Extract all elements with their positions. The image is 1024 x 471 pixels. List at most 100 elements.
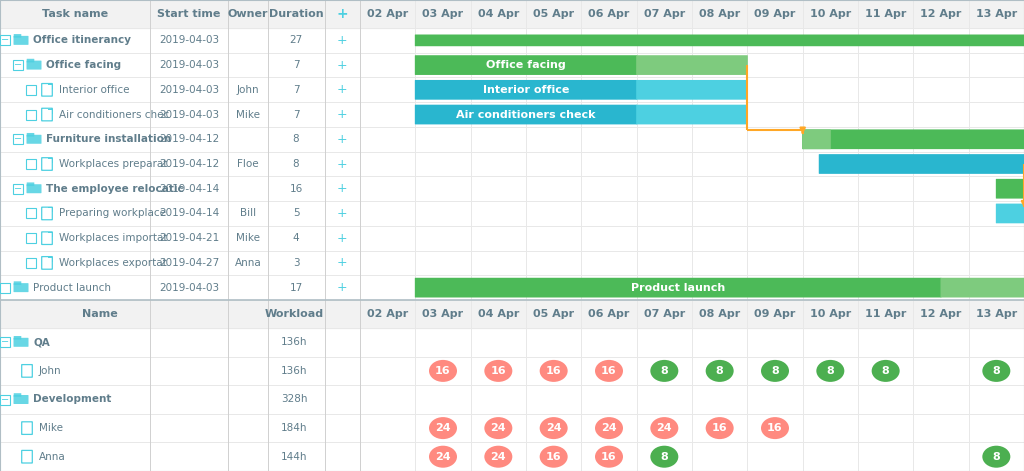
Text: 16: 16 bbox=[546, 366, 561, 376]
Text: Workplaces importat: Workplaces importat bbox=[59, 233, 168, 243]
FancyBboxPatch shape bbox=[26, 233, 36, 243]
Text: +: + bbox=[337, 256, 347, 269]
Text: 24: 24 bbox=[435, 452, 451, 462]
Text: +: + bbox=[337, 157, 347, 171]
Text: +: + bbox=[337, 232, 347, 244]
Text: 06 Apr: 06 Apr bbox=[589, 9, 630, 19]
Text: 04 Apr: 04 Apr bbox=[477, 309, 519, 319]
FancyBboxPatch shape bbox=[636, 55, 748, 75]
Text: QA: QA bbox=[33, 337, 50, 347]
Text: 09 Apr: 09 Apr bbox=[755, 9, 796, 19]
FancyBboxPatch shape bbox=[0, 35, 10, 45]
Text: 09 Apr: 09 Apr bbox=[755, 309, 796, 319]
Text: +: + bbox=[337, 83, 347, 96]
Text: 04 Apr: 04 Apr bbox=[477, 9, 519, 19]
Text: Name: Name bbox=[82, 309, 118, 319]
Text: Mike: Mike bbox=[236, 110, 260, 120]
Text: 2019-04-03: 2019-04-03 bbox=[159, 35, 219, 45]
Ellipse shape bbox=[706, 360, 733, 382]
FancyBboxPatch shape bbox=[26, 258, 36, 268]
Ellipse shape bbox=[982, 446, 1011, 468]
Text: 02 Apr: 02 Apr bbox=[367, 9, 409, 19]
Text: 24: 24 bbox=[656, 423, 672, 433]
Text: 2019-04-12: 2019-04-12 bbox=[159, 159, 219, 169]
Ellipse shape bbox=[595, 446, 623, 468]
Text: 8: 8 bbox=[293, 159, 299, 169]
Text: Duration: Duration bbox=[268, 9, 324, 19]
Text: Office itinerancy: Office itinerancy bbox=[33, 35, 131, 45]
Text: +: + bbox=[337, 108, 347, 121]
Text: −: − bbox=[14, 184, 23, 194]
Text: 7: 7 bbox=[293, 60, 299, 70]
Text: John: John bbox=[237, 85, 259, 95]
FancyBboxPatch shape bbox=[995, 203, 1024, 223]
Text: +: + bbox=[337, 58, 347, 72]
FancyBboxPatch shape bbox=[13, 184, 23, 194]
FancyBboxPatch shape bbox=[415, 80, 637, 100]
FancyBboxPatch shape bbox=[0, 395, 10, 405]
FancyBboxPatch shape bbox=[940, 278, 1024, 298]
Text: 07 Apr: 07 Apr bbox=[644, 9, 685, 19]
Text: 12 Apr: 12 Apr bbox=[921, 9, 962, 19]
Text: Mike: Mike bbox=[39, 423, 63, 433]
Text: 12 Apr: 12 Apr bbox=[921, 309, 962, 319]
Text: 2019-04-21: 2019-04-21 bbox=[159, 233, 219, 243]
Text: Interior office: Interior office bbox=[482, 85, 569, 95]
Ellipse shape bbox=[484, 446, 512, 468]
Text: 2019-04-03: 2019-04-03 bbox=[159, 110, 219, 120]
Text: +: + bbox=[337, 281, 347, 294]
FancyBboxPatch shape bbox=[13, 283, 29, 292]
Text: 10 Apr: 10 Apr bbox=[810, 309, 851, 319]
Text: John: John bbox=[39, 366, 61, 376]
Text: 03 Apr: 03 Apr bbox=[423, 309, 464, 319]
FancyBboxPatch shape bbox=[27, 182, 34, 186]
Text: Preparing workplace: Preparing workplace bbox=[59, 209, 166, 219]
Text: Air conditioners chec: Air conditioners chec bbox=[59, 110, 169, 120]
Text: Floe: Floe bbox=[238, 159, 259, 169]
FancyBboxPatch shape bbox=[27, 133, 34, 137]
Text: 2019-04-27: 2019-04-27 bbox=[159, 258, 219, 268]
Text: Anna: Anna bbox=[234, 258, 261, 268]
Text: 16: 16 bbox=[601, 452, 616, 462]
Ellipse shape bbox=[595, 360, 623, 382]
Text: 27: 27 bbox=[290, 35, 303, 45]
Text: +: + bbox=[336, 7, 348, 21]
Ellipse shape bbox=[816, 360, 845, 382]
Text: 8: 8 bbox=[882, 366, 890, 376]
FancyBboxPatch shape bbox=[0, 337, 10, 347]
FancyBboxPatch shape bbox=[13, 393, 22, 397]
Text: Interior office: Interior office bbox=[59, 85, 129, 95]
Text: 16: 16 bbox=[435, 366, 451, 376]
Text: 2019-04-03: 2019-04-03 bbox=[159, 85, 219, 95]
Text: Workload: Workload bbox=[264, 309, 324, 319]
Text: 13 Apr: 13 Apr bbox=[976, 309, 1017, 319]
FancyBboxPatch shape bbox=[13, 336, 22, 340]
FancyBboxPatch shape bbox=[415, 105, 637, 124]
Text: 02 Apr: 02 Apr bbox=[367, 309, 409, 319]
Text: 7: 7 bbox=[293, 110, 299, 120]
Ellipse shape bbox=[540, 417, 567, 439]
Text: Workplaces preparat: Workplaces preparat bbox=[59, 159, 167, 169]
Text: 10 Apr: 10 Apr bbox=[810, 9, 851, 19]
Text: Air conditioners check: Air conditioners check bbox=[457, 110, 596, 120]
Text: 11 Apr: 11 Apr bbox=[865, 9, 906, 19]
Text: Office facing: Office facing bbox=[46, 60, 121, 70]
FancyBboxPatch shape bbox=[0, 283, 10, 292]
Text: 16: 16 bbox=[712, 423, 727, 433]
Text: 16: 16 bbox=[767, 423, 782, 433]
Text: 24: 24 bbox=[546, 423, 561, 433]
Text: 16: 16 bbox=[490, 366, 506, 376]
Text: Task name: Task name bbox=[42, 9, 109, 19]
FancyBboxPatch shape bbox=[27, 59, 34, 62]
FancyBboxPatch shape bbox=[415, 278, 941, 298]
Text: −: − bbox=[1, 395, 9, 405]
Ellipse shape bbox=[540, 446, 567, 468]
Ellipse shape bbox=[484, 360, 512, 382]
Text: +: + bbox=[337, 207, 347, 220]
Text: 24: 24 bbox=[490, 452, 506, 462]
Text: Workplaces exportat: Workplaces exportat bbox=[59, 258, 167, 268]
Ellipse shape bbox=[982, 360, 1011, 382]
Text: 06 Apr: 06 Apr bbox=[589, 309, 630, 319]
Text: 3: 3 bbox=[293, 258, 299, 268]
Text: 24: 24 bbox=[435, 423, 451, 433]
